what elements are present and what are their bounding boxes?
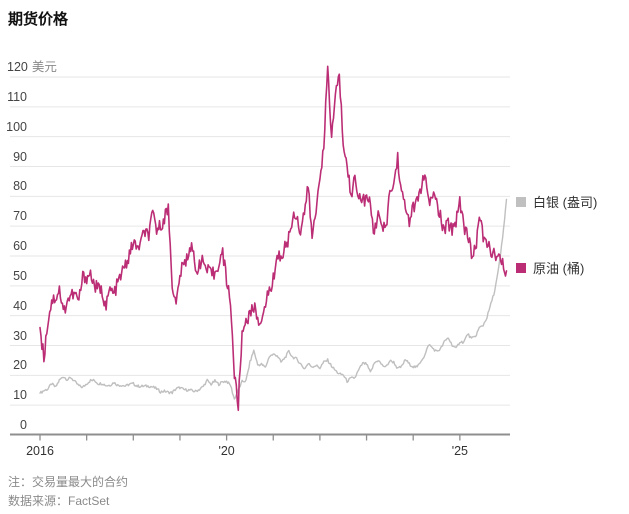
x-tick-label: '25	[451, 444, 468, 458]
y-axis-unit-label: 美元	[31, 60, 57, 74]
chart-source: 数据来源：FactSet	[8, 494, 110, 508]
legend-item-oil: 原油 (桶)	[516, 258, 584, 277]
y-tick-label: 30	[13, 328, 27, 343]
y-tick-label: 60	[13, 239, 27, 253]
silver-legend-swatch	[516, 196, 526, 207]
oil-legend-swatch	[516, 262, 526, 273]
oil-price-line	[39, 65, 508, 412]
y-tick-label: 110	[7, 89, 27, 104]
y-tick-label: 40	[13, 298, 27, 313]
y-tick-label: 70	[13, 209, 27, 224]
legend-item-silver: 白银 (盎司)	[516, 192, 597, 211]
y-tick-label: 120 美元	[7, 60, 57, 74]
y-tick-label: 0	[20, 418, 27, 432]
chart-title: 期货价格	[8, 11, 69, 28]
y-tick-label: 10	[13, 388, 27, 403]
y-tick-label: 50	[13, 268, 27, 283]
silver-price-line	[39, 198, 508, 400]
silver-legend-label: 白银 (盎司)	[533, 195, 598, 210]
y-tick-label: 100	[6, 119, 27, 134]
y-tick-label: 20	[13, 358, 27, 373]
y-tick-label: 80	[13, 179, 27, 194]
x-tick-label: '20	[218, 444, 235, 458]
chart-note: 注：交易量最大的合约	[8, 475, 129, 489]
y-tick-label: 90	[13, 149, 27, 164]
x-tick-label: 2016	[26, 444, 54, 458]
oil-legend-label: 原油 (桶)	[533, 261, 585, 276]
